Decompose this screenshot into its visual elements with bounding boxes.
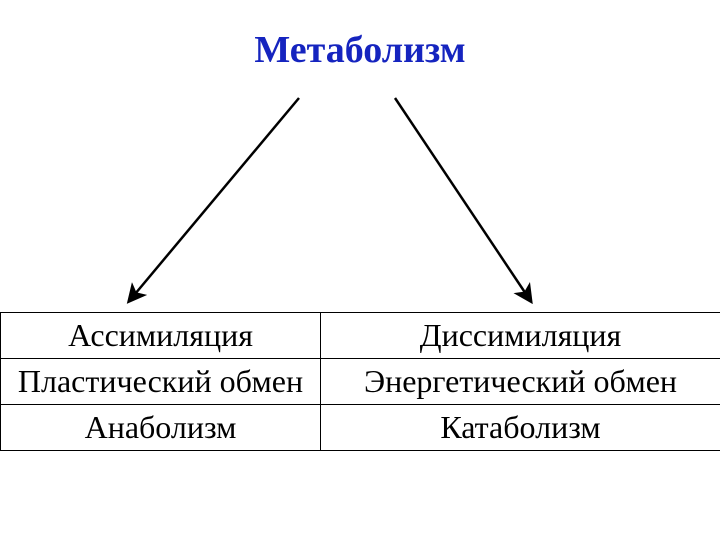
table-row: Пластический обмен Энергетический обмен: [1, 359, 720, 405]
metabolism-table: Ассимиляция Диссимиляция Пластический об…: [0, 312, 720, 451]
arrow-left: [130, 98, 299, 300]
branch-arrows: [0, 0, 720, 540]
table-row: Ассимиляция Диссимиляция: [1, 313, 720, 359]
diagram-title: Метаболизм: [0, 28, 720, 72]
cell-plastic-exchange: Пластический обмен: [1, 359, 321, 405]
cell-assimilation: Ассимиляция: [1, 313, 321, 359]
cell-energy-exchange: Энергетический обмен: [321, 359, 720, 405]
cell-catabolism: Катаболизм: [321, 405, 720, 451]
arrow-right: [395, 98, 530, 300]
cell-dissimilation: Диссимиляция: [321, 313, 720, 359]
table-row: Анаболизм Катаболизм: [1, 405, 720, 451]
cell-anabolism: Анаболизм: [1, 405, 321, 451]
